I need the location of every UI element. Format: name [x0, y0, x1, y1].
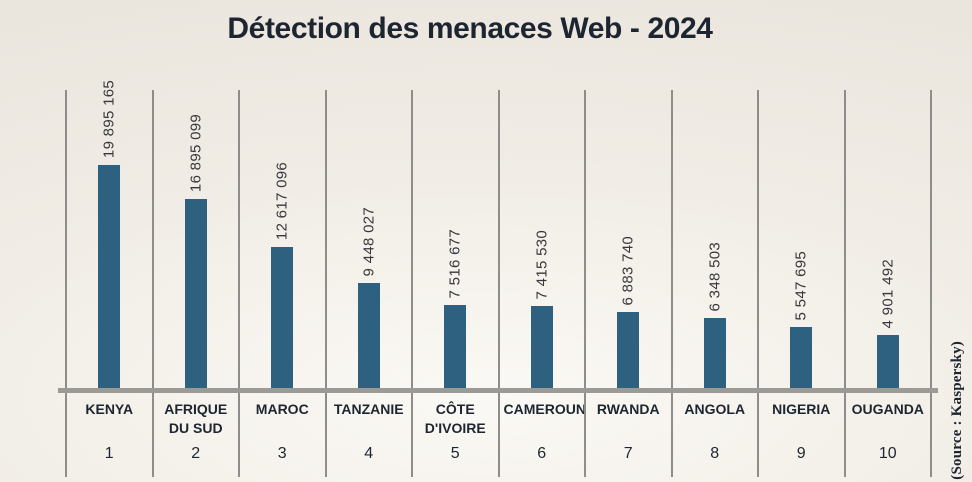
rank-label: 7 [623, 445, 633, 462]
rank-label: 9 [796, 445, 806, 462]
country-label: CAMEROUN [500, 400, 586, 419]
bar-value-label: 7 516 677 [446, 228, 464, 298]
bar [617, 312, 640, 390]
rank-label: 4 [364, 445, 374, 462]
bar [444, 305, 467, 390]
country-label-text: CÔTE D'IVOIRE [424, 401, 486, 436]
country-label-text: KENYA [85, 401, 134, 417]
bar [530, 306, 553, 390]
country-label: MAROC [240, 400, 325, 419]
country-label: ANGOLA [673, 400, 758, 419]
bar [703, 318, 726, 390]
plot-area: 19 895 165 KENYA 1 16 895 099 AFRIQUE DU… [65, 80, 932, 477]
chart-column: 4 901 492 OUGANDA 10 [843, 90, 931, 477]
rank-label: 2 [191, 445, 201, 462]
bar-value-label: 16 895 099 [187, 113, 205, 192]
chart-column: 16 895 099 AFRIQUE DU SUD 2 [151, 90, 239, 477]
country-label-text: AFRIQUE DU SUD [164, 401, 228, 436]
country-label: AFRIQUE DU SUD [154, 400, 239, 438]
country-label: OUGANDA [846, 400, 931, 419]
country-label-text: CAMEROUN [503, 401, 586, 417]
country-label-text: OUGANDA [851, 401, 924, 417]
bar-value-label: 6 348 503 [706, 241, 724, 311]
bar-value-label: 9 448 027 [360, 206, 378, 276]
chart-column: 6 348 503 ANGOLA 8 [670, 90, 758, 477]
rank-label: 8 [710, 445, 720, 462]
bar-value-label: 6 883 740 [619, 235, 637, 305]
bar-value-label: 7 415 530 [533, 229, 551, 299]
chart-column: 12 617 096 MAROC 3 [238, 90, 325, 477]
country-label: RWANDA [586, 400, 671, 419]
rank-label: 10 [878, 445, 897, 462]
bar-value-label: 19 895 165 [100, 79, 118, 158]
chart-column: 6 883 740 RWANDA 7 [584, 90, 671, 477]
bar [876, 335, 899, 390]
chart-title: Détection des menaces Web - 2024 [227, 12, 713, 45]
bar [184, 199, 207, 390]
rank-label: 5 [450, 445, 460, 462]
country-label-text: ANGOLA [684, 401, 746, 417]
country-label-text: TANZANIE [333, 401, 404, 417]
source-credit: (Source : Kaspersky) [949, 341, 965, 480]
chart-column: 7 415 530 CAMEROUN 6 [497, 90, 586, 477]
bar-value-label: 5 547 695 [792, 250, 810, 320]
chart-column: 7 516 677 CÔTE D'IVOIRE 5 [411, 90, 498, 477]
country-label: KENYA [67, 400, 152, 419]
bar-value-label: 4 901 492 [879, 258, 897, 328]
bar [790, 327, 813, 390]
rank-label: 3 [277, 445, 287, 462]
country-label: NIGERIA [759, 400, 844, 419]
rank-label: 1 [104, 445, 114, 462]
chart-column: 19 895 165 KENYA 1 [65, 80, 152, 477]
country-label-text: MAROC [255, 401, 309, 417]
rank-label: 6 [537, 445, 547, 462]
country-label-text: NIGERIA [772, 401, 831, 417]
bar [271, 247, 294, 390]
bar [98, 165, 121, 390]
country-label-text: RWANDA [596, 401, 660, 417]
chart-column: 9 448 027 TANZANIE 4 [324, 90, 412, 477]
country-label: TANZANIE [327, 400, 412, 419]
chart-column: 5 547 695 NIGERIA 9 [757, 90, 844, 477]
country-label: CÔTE D'IVOIRE [413, 400, 498, 438]
bar-value-label: 12 617 096 [273, 161, 291, 240]
bar [357, 283, 380, 390]
axis-baseline [58, 388, 938, 393]
